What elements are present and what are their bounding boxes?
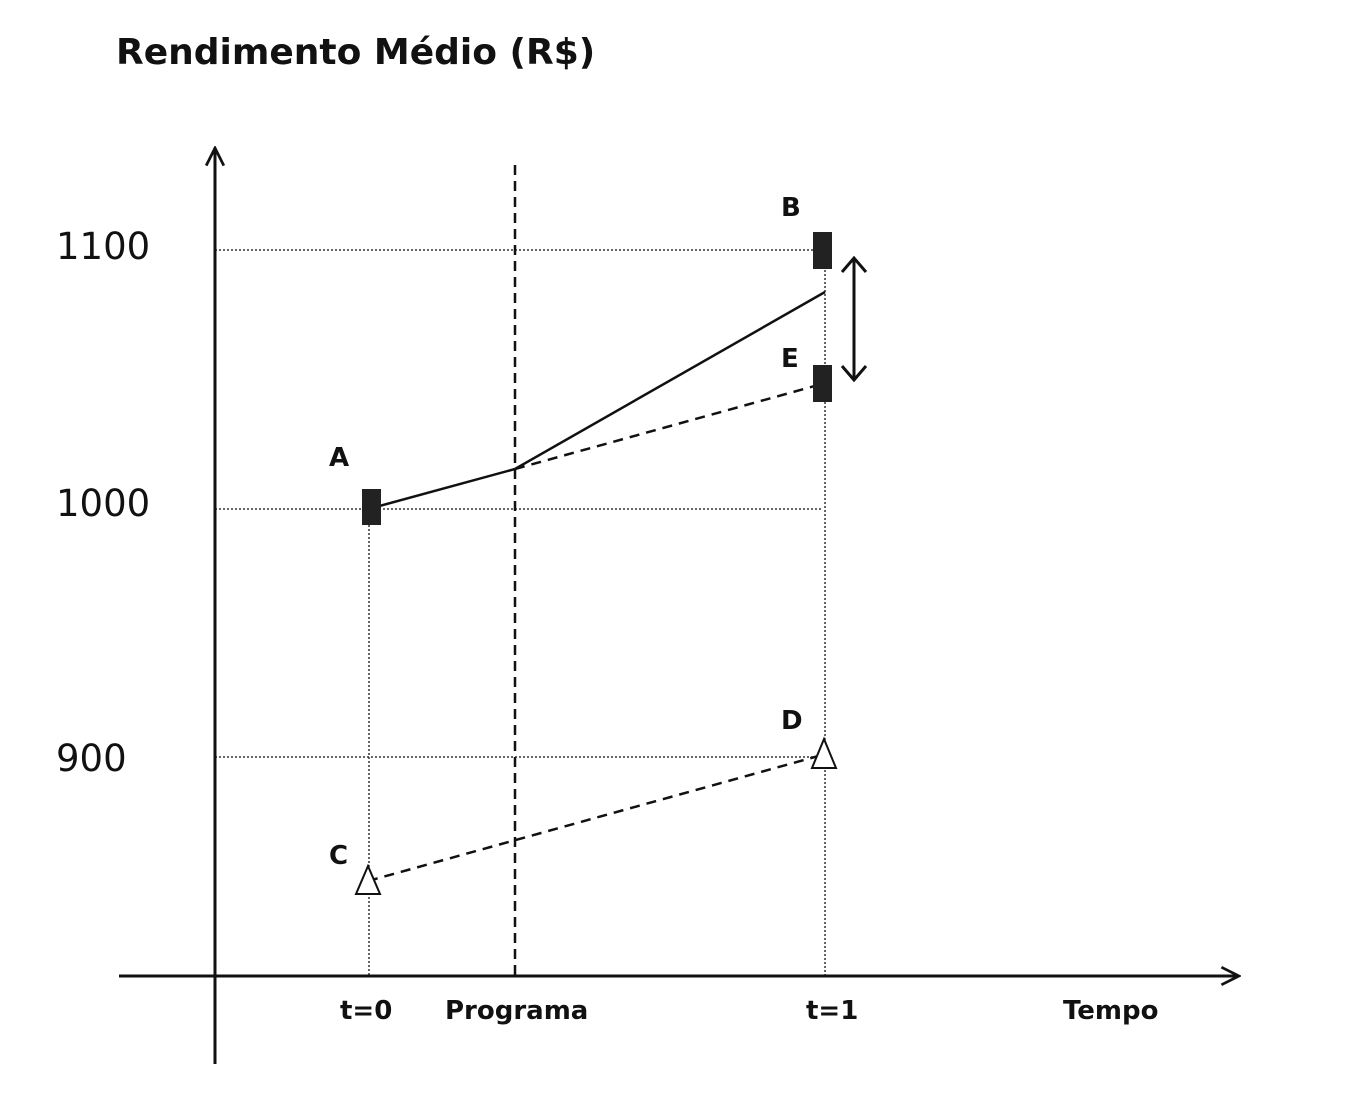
point-b-label: B: [781, 193, 801, 223]
x-label-t0: t=0: [340, 996, 392, 1026]
x-label-t1: t=1: [806, 996, 858, 1026]
y-tick-1000: 1000: [56, 482, 150, 525]
diagram-title: Rendimento Médio (R$): [116, 32, 595, 73]
point-c-marker: [354, 863, 382, 895]
y-tick-900: 900: [56, 737, 127, 780]
comparison-trajectory-line: [367, 753, 823, 883]
treated-trajectory-line: [371, 290, 826, 510]
point-b-marker: [813, 232, 832, 269]
point-e-marker: [813, 365, 832, 402]
point-d-label: D: [781, 706, 803, 736]
x-label-tempo: Tempo: [1063, 996, 1158, 1026]
point-a-marker: [362, 489, 381, 525]
reference-lines: [215, 249, 826, 976]
x-label-programa: Programa: [445, 996, 588, 1026]
point-c-label: C: [329, 841, 348, 871]
point-a-label: A: [329, 443, 349, 473]
point-e-label: E: [781, 344, 799, 374]
impact-double-arrow: [840, 255, 868, 383]
counterfactual-trajectory-line: [514, 382, 823, 471]
y-tick-1100: 1100: [56, 225, 150, 268]
point-d-marker: [810, 736, 838, 769]
